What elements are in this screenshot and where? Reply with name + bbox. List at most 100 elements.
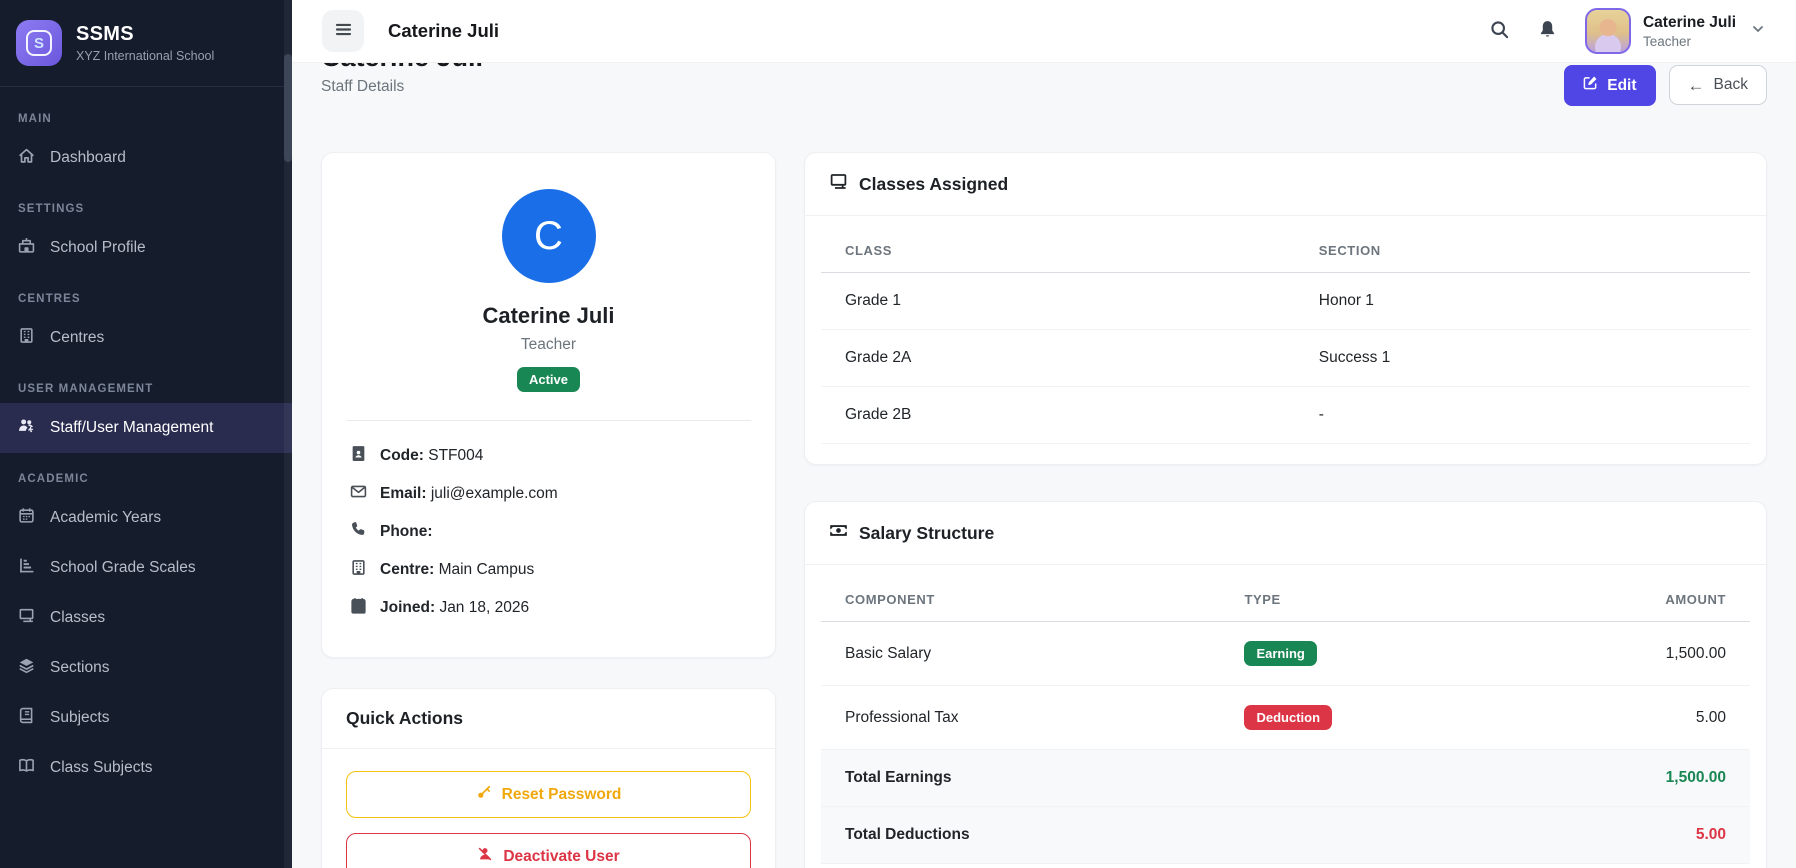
detail-joined: Joined: Jan 18, 2026 <box>350 597 747 619</box>
salary-structure-header: Salary Structure <box>805 502 1766 565</box>
staff-role: Teacher <box>520 336 577 353</box>
app-logo-icon: S <box>16 20 62 66</box>
sidebar-item-school-profile[interactable]: School Profile <box>0 223 292 273</box>
home-icon <box>18 147 35 169</box>
nav-section-user-management: USER MANAGEMENT <box>18 383 154 395</box>
id-card-icon <box>350 445 367 467</box>
calendar-icon <box>18 507 35 529</box>
book-icon <box>18 707 35 729</box>
hamburger-icon <box>334 20 353 42</box>
sidebar: S SSMS XYZ International School MAIN Das… <box>0 0 292 868</box>
search-icon <box>1489 19 1510 43</box>
brand-name: SSMS <box>76 23 134 45</box>
deactivate-user-button[interactable]: Deactivate User <box>346 833 751 868</box>
reset-password-button[interactable]: Reset Password <box>346 771 751 818</box>
sidebar-item-subjects[interactable]: Subjects <box>0 693 292 743</box>
search-button[interactable] <box>1489 19 1510 43</box>
page-subtitle: Staff Details <box>321 78 405 95</box>
total-earnings-row: Total Earnings 1,500.00 <box>821 749 1750 807</box>
sidebar-item-class-subjects[interactable]: Class Subjects <box>0 743 292 793</box>
avatar <box>1584 8 1631 54</box>
detail-centre-value: Main Campus <box>438 561 535 578</box>
detail-joined-value: Jan 18, 2026 <box>439 599 530 616</box>
sidebar-scrollbar-thumb[interactable] <box>284 54 292 162</box>
table-row: Grade 2B - <box>821 386 1750 444</box>
notifications-button[interactable] <box>1537 19 1558 43</box>
table-row: Basic Salary Earning 1,500.00 <box>821 621 1750 686</box>
divider <box>346 420 751 421</box>
table-row: Grade 2A Success 1 <box>821 329 1750 387</box>
users-gear-icon <box>18 417 35 439</box>
detail-phone: Phone: <box>350 521 747 543</box>
staff-name: Caterine Juli <box>482 303 615 328</box>
salary-structure-title: Salary Structure <box>859 522 995 543</box>
main-content: Caterine Juli Staff Details Edit ← Back … <box>292 0 1796 868</box>
quick-actions-title: Quick Actions <box>346 708 464 728</box>
building-icon <box>18 327 35 349</box>
back-button[interactable]: ← Back <box>1668 65 1767 105</box>
detail-email: Email: juli@example.com <box>350 483 747 505</box>
classes-assigned-header: Classes Assigned <box>805 153 1766 216</box>
earning-badge: Earning <box>1244 641 1317 666</box>
total-earnings-amount: 1,500.00 <box>1536 749 1750 807</box>
sidebar-item-school-grade-scales[interactable]: School Grade Scales <box>0 543 292 593</box>
left-column: C Caterine Juli Teacher Active Code: STF… <box>321 152 776 868</box>
sidebar-item-classes[interactable]: Classes <box>0 593 292 643</box>
edit-pencil-icon <box>1583 75 1598 96</box>
staff-profile-card: C Caterine Juli Teacher Active Code: STF… <box>321 152 776 658</box>
classes-table: CLASS SECTION Grade 1 Honor 1 Grade 2A <box>821 226 1750 444</box>
user-menu[interactable]: Caterine Juli Teacher <box>1584 8 1766 54</box>
user-slash-icon <box>477 846 493 867</box>
sidebar-item-academic-years[interactable]: Academic Years <box>0 493 292 543</box>
col-class: CLASS <box>821 226 1295 273</box>
edit-button[interactable]: Edit <box>1564 65 1656 106</box>
page-header: Caterine Juli Staff Details Edit ← Back <box>321 41 1767 106</box>
chevron-down-icon <box>1750 21 1766 42</box>
topbar-title: Caterine Juli <box>388 20 500 41</box>
sidebar-nav: MAIN Dashboard SETTINGS School Profile C… <box>0 87 292 793</box>
chalkboard-icon <box>829 172 848 196</box>
col-section: SECTION <box>1294 226 1750 273</box>
layers-icon <box>18 657 35 679</box>
quick-actions-card: Quick Actions Reset Password Deactivate … <box>321 688 776 868</box>
sidebar-item-staff-user-management[interactable]: Staff/User Management <box>0 403 292 453</box>
brand: S SSMS XYZ International School <box>0 0 292 87</box>
brand-subtitle: XYZ International School <box>76 49 215 63</box>
table-row: Grade 1 Honor 1 <box>821 272 1750 330</box>
deduction-badge: Deduction <box>1244 705 1333 730</box>
nav-section-academic: ACADEMIC <box>18 473 89 485</box>
sidebar-scrollbar[interactable] <box>284 0 292 868</box>
menu-toggle-button[interactable] <box>322 10 364 52</box>
calendar-icon <box>350 597 367 619</box>
building-icon <box>350 559 367 581</box>
detail-code-value: STF004 <box>428 447 484 464</box>
bar-chart-icon <box>18 557 35 579</box>
nav-section-main: MAIN <box>18 113 52 125</box>
col-amount: AMOUNT <box>1536 575 1750 622</box>
money-bill-icon <box>829 521 848 545</box>
bell-icon <box>1537 19 1558 43</box>
col-component: COMPONENT <box>821 575 1221 622</box>
phone-icon <box>350 521 367 543</box>
nav-section-settings: SETTINGS <box>18 203 85 215</box>
user-name: Caterine Juli <box>1642 13 1736 31</box>
total-deductions-amount: 5.00 <box>1536 806 1750 864</box>
sidebar-item-centres[interactable]: Centres <box>0 313 292 363</box>
detail-code: Code: STF004 <box>350 445 747 467</box>
nav-section-centres: CENTRES <box>18 293 81 305</box>
status-badge: Active <box>516 367 581 392</box>
quick-actions-header: Quick Actions <box>322 689 775 749</box>
right-column: Classes Assigned CLASS SECTION Grade 1 <box>804 152 1767 868</box>
staff-details-list: Code: STF004 Email: juli@example.com Pho… <box>346 445 751 645</box>
key-icon <box>476 784 492 805</box>
staff-initial-avatar: C <box>501 189 596 283</box>
detail-centre: Centre: Main Campus <box>350 559 747 581</box>
arrow-left-icon: ← <box>1687 75 1705 95</box>
salary-structure-card: Salary Structure COMPONENT TYPE AMOUNT <box>804 501 1767 868</box>
sidebar-item-dashboard[interactable]: Dashboard <box>0 133 292 183</box>
topbar: Caterine Juli Caterine Juli Teacher <box>292 0 1796 63</box>
book-open-icon <box>18 757 35 779</box>
chalkboard-icon <box>18 607 35 629</box>
envelope-icon <box>350 483 367 505</box>
sidebar-item-sections[interactable]: Sections <box>0 643 292 693</box>
